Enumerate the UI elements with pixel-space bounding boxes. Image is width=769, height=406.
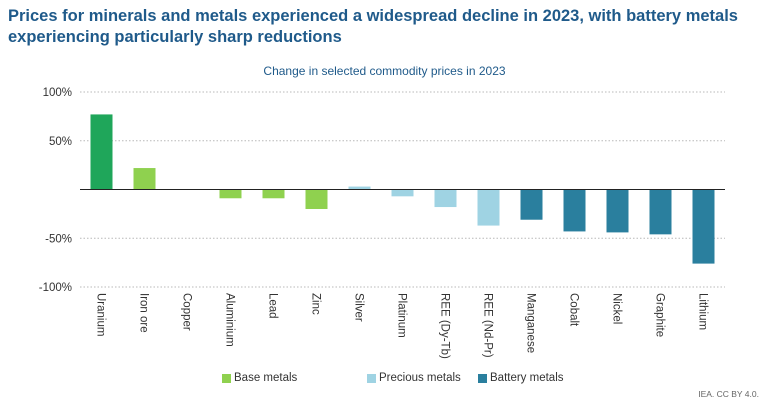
chart-title: Change in selected commodity prices in 2… (263, 64, 506, 78)
x-tick-label: Zinc (310, 293, 322, 315)
bar-lead (262, 189, 285, 199)
bar-cobalt (563, 189, 586, 232)
x-tick-label: Graphite (654, 293, 666, 337)
legend-swatch-battery-metals (478, 373, 487, 383)
x-tick-label: Lithium (697, 293, 709, 330)
source-credit: IEA. CC BY 4.0. (698, 389, 759, 399)
legend-label-battery-metals: Battery metals (490, 372, 564, 384)
bar-lithium (692, 189, 715, 264)
x-tick-label: REE (Nd-Pr) (482, 293, 494, 358)
x-tick-label: Lead (267, 293, 279, 319)
legend-swatch-base-metals (222, 373, 231, 383)
x-tick-label: Platinum (396, 293, 408, 338)
x-tick-label: REE (Dy-Tb) (439, 293, 451, 359)
legend-label-precious-metals: Precious metals (379, 372, 461, 384)
bar-graphite (649, 189, 672, 235)
bar-ree-nd-pr (477, 189, 500, 226)
x-tick-label: Manganese (525, 293, 537, 353)
x-tick-label: Nickel (611, 293, 623, 324)
y-tick-label: 50% (49, 136, 72, 148)
legend-label-base-metals: Base metals (234, 372, 298, 384)
bar-silver (348, 186, 371, 190)
x-tick-label: Cobalt (568, 293, 580, 327)
bar-uranium (90, 114, 113, 190)
y-tick-label: 100% (43, 87, 72, 99)
bar-chart: 100% 50% -50% -100% Uranium Iron ore Copper Alu… (39, 87, 725, 359)
y-tick-label: -100% (39, 282, 72, 294)
x-tick-label: Copper (181, 293, 193, 331)
legend-item-precious-metals: Precious metals (367, 372, 461, 384)
legend-swatch-precious-metals (367, 373, 376, 383)
bar-nickel (606, 189, 629, 233)
bar-aluminium (219, 189, 242, 199)
bar-ree-dy-tb (434, 189, 457, 208)
x-tick-label: Uranium (95, 293, 107, 336)
legend-item-base-metals: Base metals (222, 372, 297, 384)
page-title: Prices for minerals and metals experienc… (8, 7, 738, 46)
x-tick-label: Aluminium (224, 293, 236, 347)
y-tick-label: -50% (45, 233, 72, 245)
legend-item-battery-metals: Battery metals (478, 372, 564, 384)
bar-platinum (391, 189, 414, 197)
bar-manganese (520, 189, 543, 220)
bar-zinc (305, 189, 328, 209)
x-tick-label: Iron ore (138, 293, 150, 333)
x-tick-label: Silver (353, 293, 365, 322)
bar-iron-ore (133, 168, 156, 190)
